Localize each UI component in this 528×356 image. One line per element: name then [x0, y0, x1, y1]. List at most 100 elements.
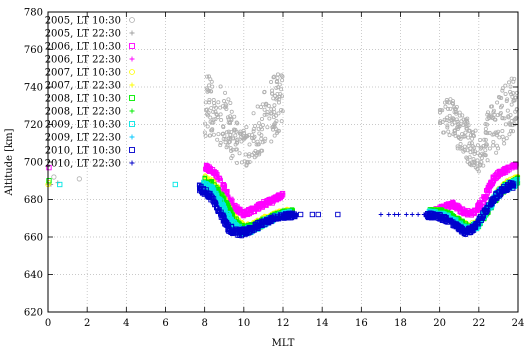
- data-point: [478, 137, 483, 142]
- data-point: [280, 74, 285, 79]
- data-point: [203, 121, 208, 126]
- data-point: [450, 99, 455, 104]
- data-point: [208, 197, 213, 203]
- data-point: [475, 143, 480, 148]
- data-point: [467, 155, 472, 160]
- data-point: [472, 134, 477, 139]
- data-point: [230, 147, 235, 152]
- data-point: [216, 132, 221, 137]
- data-point: [475, 158, 480, 163]
- data-point: [386, 212, 391, 217]
- data-point: [509, 119, 514, 124]
- data-point: [255, 202, 261, 207]
- data-point: [498, 105, 503, 110]
- data-point: [237, 151, 242, 156]
- data-point: [216, 100, 221, 105]
- data-point: [224, 130, 229, 135]
- data-point: [257, 131, 262, 136]
- data-point: [494, 150, 499, 155]
- data-point: [437, 107, 442, 112]
- data-point: [51, 174, 57, 180]
- data-point: [211, 109, 216, 114]
- data-point: [233, 133, 238, 138]
- data-point: [233, 127, 238, 132]
- data-point: [218, 143, 223, 148]
- data-point: [490, 132, 495, 137]
- data-point: [260, 102, 265, 107]
- data-point: [456, 134, 461, 139]
- data-point: [76, 176, 82, 182]
- data-point: [262, 112, 267, 117]
- data-point: [218, 140, 223, 145]
- data-point: [443, 215, 449, 220]
- data-point: [445, 106, 450, 111]
- x-tick-label: 4: [123, 318, 129, 329]
- series-2010-lt-10-30: [196, 180, 517, 239]
- data-point: [495, 195, 500, 200]
- data-point: [262, 139, 267, 144]
- data-point: [234, 160, 239, 165]
- data-point: [237, 233, 242, 238]
- data-point: [297, 211, 304, 218]
- data-point: [440, 108, 445, 113]
- data-point: [476, 220, 481, 225]
- data-point: [207, 169, 213, 174]
- data-point: [247, 226, 252, 232]
- data-point: [463, 130, 468, 135]
- data-point: [208, 133, 213, 138]
- data-point: [500, 86, 505, 91]
- data-point: [225, 203, 231, 208]
- data-point: [228, 100, 233, 105]
- data-point: [226, 129, 231, 134]
- data-point: [172, 181, 178, 188]
- data-point: [451, 101, 456, 106]
- data-point: [445, 115, 450, 120]
- data-point: [503, 170, 509, 175]
- legend-marker: [129, 134, 135, 140]
- data-point: [245, 134, 250, 139]
- x-tick-label: 18: [394, 318, 407, 329]
- data-point: [260, 123, 265, 128]
- data-point: [219, 118, 224, 123]
- data-point: [236, 207, 241, 212]
- data-point: [458, 137, 463, 142]
- y-tick-label: 760: [24, 45, 43, 56]
- data-point: [209, 106, 214, 111]
- data-point: [465, 148, 470, 153]
- data-point: [465, 126, 470, 131]
- data-point: [213, 109, 218, 114]
- data-point: [472, 207, 477, 213]
- data-point: [208, 119, 213, 124]
- data-point: [250, 207, 256, 212]
- data-point: [220, 203, 225, 208]
- data-point: [205, 107, 210, 112]
- data-point: [491, 199, 497, 204]
- data-point: [437, 110, 442, 115]
- y-tick-label: 680: [24, 195, 43, 206]
- data-point: [239, 139, 244, 144]
- data-point: [270, 91, 275, 96]
- data-point: [500, 115, 505, 120]
- data-point: [461, 149, 466, 154]
- data-point: [229, 116, 234, 121]
- data-point: [265, 217, 270, 223]
- data-point: [506, 115, 511, 120]
- data-point: [500, 129, 505, 134]
- data-point: [507, 132, 512, 137]
- data-point: [220, 182, 226, 187]
- data-point: [486, 188, 491, 193]
- data-point: [219, 211, 224, 217]
- x-tick-label: 0: [45, 318, 51, 329]
- data-point: [269, 111, 274, 116]
- data-point: [244, 163, 249, 168]
- data-point: [477, 163, 482, 168]
- data-point: [228, 196, 234, 202]
- data-point: [503, 187, 509, 193]
- data-point: [467, 161, 472, 166]
- data-point: [206, 110, 211, 115]
- y-tick-label: 620: [24, 308, 43, 319]
- data-point: [456, 204, 462, 209]
- data-point: [274, 79, 279, 84]
- data-point: [458, 146, 463, 151]
